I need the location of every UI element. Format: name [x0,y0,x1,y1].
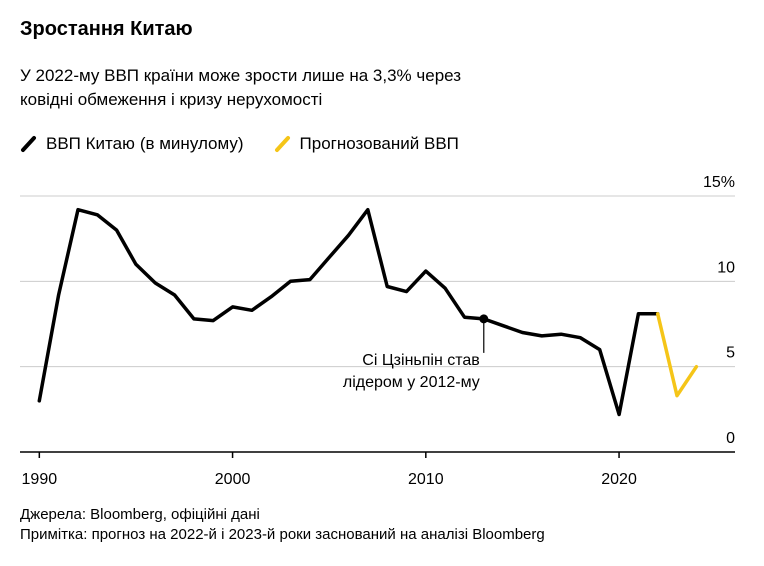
x-tick-label-2020: 2020 [601,471,637,488]
legend-swatch-forecast [274,136,290,152]
legend-label-forecast: Прогнозований ВВП [299,134,459,153]
legend-item-past: ВВП Китаю (в минулому) [20,134,244,154]
annotation-text-line-1: Сі Цзіньпін став [362,352,480,369]
legend-swatch-past [21,136,36,152]
x-tick-label-2010: 2010 [408,471,444,488]
legend-suffix-past: (в минулому) [139,134,244,153]
chart-subtitle: У 2022-му ВВП країни може зрости лише на… [20,64,620,112]
y-tick-label-5: 5 [726,345,735,362]
y-tick-label-0: 0 [726,430,735,447]
sources-text: Джерела: Bloomberg, офіційні дані [20,506,260,523]
y-tick-label-10: 10 [717,259,735,276]
legend-item-forecast: Прогнозований ВВП [274,134,459,154]
chart-title: Зростання Китаю [20,18,193,40]
legend-label-past: ВВП Китаю [46,134,135,153]
subtitle-line-2: ковідні обмеження і кризу нерухомості [20,90,323,109]
annotation-text-line-2: лідером у 2012-му [343,374,480,391]
note-text: Примітка: прогноз на 2022-й і 2023-й рок… [20,526,545,543]
series-line-forecast-gdp [655,312,699,398]
annotation-marker [479,314,489,324]
footer: Джерела: Bloomberg, офіційні дані Приміт… [20,505,750,545]
x-tick-label-1990: 1990 [22,471,58,488]
series-line-past-gdp [37,207,660,417]
x-tick-label-2000: 2000 [215,471,251,488]
y-tick-label-15: 15% [703,174,735,191]
subtitle-line-1: У 2022-му ВВП країни може зрости лише на… [20,66,462,85]
legend: ВВП Китаю (в минулому) Прогнозований ВВП [20,134,489,154]
